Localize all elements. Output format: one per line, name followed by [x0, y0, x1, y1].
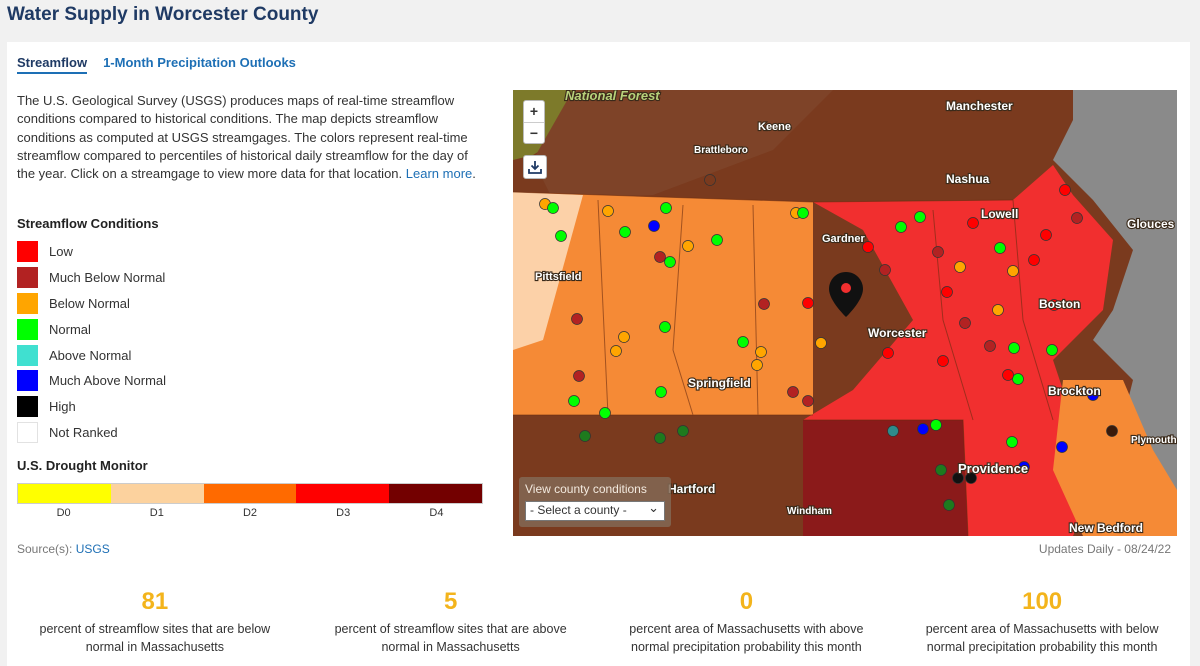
legend-item-high: High — [17, 394, 166, 420]
stat-below-normal-sites: 81 percent of streamflow sites that are … — [7, 588, 303, 656]
tab-bar: Streamflow 1-Month Precipitation Outlook… — [17, 55, 296, 74]
legend-swatch — [17, 318, 38, 340]
legend-label: Below Normal — [49, 295, 130, 311]
zoom-in-button[interactable]: + — [529, 103, 539, 119]
stat-value: 81 — [141, 588, 169, 615]
label-hartford: Hartford — [668, 482, 715, 496]
label-national-forest: National Forest — [565, 90, 660, 103]
drought-seg-d3 — [296, 484, 390, 503]
tab-streamflow[interactable]: Streamflow — [17, 55, 88, 74]
label-worcester: Worcester — [868, 326, 927, 340]
label-springfield: Springfield — [688, 376, 751, 390]
drought-label: D0 — [56, 507, 71, 519]
legend-label: Not Ranked — [49, 424, 118, 440]
stat-value: 0 — [739, 588, 754, 615]
label-providence: Providence — [958, 461, 1028, 476]
legend-item-below-normal: Below Normal — [17, 291, 166, 317]
legend-swatch — [17, 267, 38, 289]
label-manchester: Manchester — [946, 99, 1013, 113]
legend-item-much-below-normal: Much Below Normal — [17, 265, 166, 291]
location-pin — [829, 272, 863, 317]
legend-swatch — [17, 370, 38, 392]
label-new-bedford: New Bedford — [1069, 521, 1143, 535]
stat-description: percent of streamflow sites that are bel… — [39, 622, 271, 654]
legend-swatch — [17, 241, 38, 263]
legend-swatch — [17, 396, 38, 418]
legend-swatch — [17, 292, 38, 314]
label-keene: Keene — [758, 121, 791, 133]
legend-label: High — [49, 399, 76, 415]
stat-value: 100 — [1022, 588, 1063, 615]
drought-label: D3 — [336, 507, 351, 519]
download-icon — [528, 161, 542, 174]
label-plymouth: Plymouth — [1131, 435, 1177, 446]
legend-label: Much Below Normal — [49, 270, 166, 286]
streamflow-map[interactable]: National Forest Manchester Keene Brattle… — [513, 90, 1177, 536]
zoom-control: + − — [523, 100, 545, 144]
drought-seg-d1 — [110, 484, 204, 503]
label-gloucester: Glouces — [1127, 217, 1175, 231]
label-gardner: Gardner — [822, 233, 866, 245]
legend-item-not-ranked: Not Ranked — [17, 420, 166, 446]
stat-description: percent of streamflow sites that are abo… — [334, 622, 567, 654]
label-nashua: Nashua — [946, 172, 990, 186]
drought-label: D2 — [242, 507, 258, 519]
legend-item-normal: Normal — [17, 316, 166, 342]
stat-above-normal-sites: 5 percent of streamflow sites that are a… — [303, 588, 599, 656]
legend-item-much-above-normal: Much Above Normal — [17, 368, 166, 394]
streamflow-legend: Low Much Below Normal Below Normal Norma… — [17, 239, 166, 445]
drought-label: D4 — [429, 507, 444, 519]
county-selector-panel: View county conditions - Select a county… — [519, 477, 671, 527]
stat-description: percent area of Massachusetts with above… — [629, 622, 864, 654]
description-text: The U.S. Geological Survey (USGS) produc… — [17, 93, 468, 182]
label-boston: Boston — [1039, 297, 1080, 311]
page-title: Water Supply in Worcester County — [7, 4, 319, 25]
legend-label: Above Normal — [49, 347, 132, 363]
streamflow-description: The U.S. Geological Survey (USGS) produc… — [17, 93, 476, 182]
stat-value: 5 — [443, 588, 458, 615]
legend-swatch — [17, 421, 38, 443]
legend-item-above-normal: Above Normal — [17, 342, 166, 368]
drought-seg-d0 — [18, 484, 111, 503]
label-lowell: Lowell — [981, 207, 1018, 221]
label-windham: Windham — [787, 506, 832, 517]
label-pittsfield: Pittsfield — [535, 271, 581, 283]
stat-below-normal-precip: 100 percent area of Massachusetts with b… — [894, 588, 1190, 656]
legend-label: Much Above Normal — [49, 373, 167, 389]
update-frequency: Updates Daily - 08/24/22 — [1038, 542, 1171, 556]
legend-label: Normal — [49, 321, 91, 337]
stats-row: 81 percent of streamflow sites that are … — [7, 588, 1190, 656]
drought-seg-d2 — [203, 484, 297, 503]
drought-monitor-title: U.S. Drought Monitor — [17, 458, 148, 473]
water-supply-panel: Streamflow 1-Month Precipitation Outlook… — [7, 42, 1190, 666]
label-brattleboro: Brattleboro — [694, 145, 748, 156]
source-line: Source(s): USGS — [17, 542, 110, 556]
drought-labels: D0 D1 D2 D3 D4 — [17, 507, 483, 519]
zoom-out-button[interactable]: − — [524, 122, 544, 143]
drought-seg-d4 — [389, 484, 482, 503]
label-brockton: Brockton — [1048, 384, 1101, 398]
legend-swatch — [17, 344, 38, 366]
download-button[interactable] — [523, 155, 547, 179]
source-label: Source(s): — [17, 542, 73, 556]
learn-more-link[interactable]: Learn more — [405, 166, 473, 182]
map-canvas: National Forest Manchester Keene Brattle… — [513, 90, 1177, 536]
tab-precipitation-outlooks[interactable]: 1-Month Precipitation Outlooks — [103, 55, 296, 70]
legend-label: Low — [49, 244, 73, 260]
stat-description: percent area of Massachusetts with below… — [925, 622, 1159, 654]
county-selector-title: View county conditions — [525, 482, 647, 496]
drought-label: D1 — [149, 507, 164, 519]
drought-scale — [17, 483, 483, 504]
usgs-source-link[interactable]: USGS — [75, 542, 110, 556]
legend-item-low: Low — [17, 239, 166, 265]
stat-above-normal-precip: 0 percent area of Massachusetts with abo… — [599, 588, 895, 656]
streamflow-legend-title: Streamflow Conditions — [17, 216, 159, 231]
county-select[interactable]: - Select a county - — [525, 500, 665, 521]
